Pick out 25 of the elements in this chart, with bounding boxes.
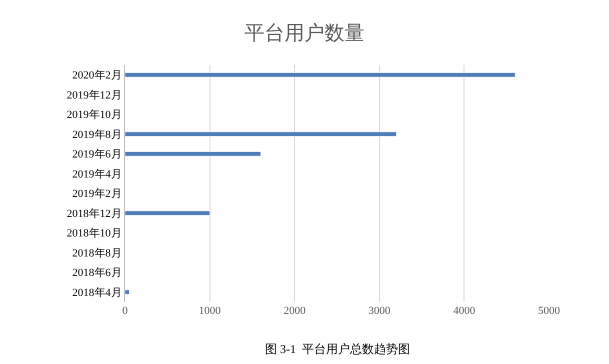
- y-tick-label: 2019年4月: [72, 168, 122, 180]
- y-tick-label: 2019年8月: [72, 128, 122, 141]
- x-tick-label: 0: [122, 305, 128, 317]
- x-tick-label: 2000: [284, 305, 306, 317]
- y-tick-label: 2019年10月: [66, 109, 122, 122]
- x-tick-label: 3000: [368, 305, 391, 317]
- y-tick-label: 2018年12月: [66, 208, 122, 220]
- x-tick-label: 1000: [198, 305, 222, 317]
- x-tick-label: 5000: [538, 305, 560, 317]
- y-tick-label: 2018年8月: [72, 247, 122, 260]
- y-tick-label: 2019年12月: [66, 89, 122, 102]
- y-tick-label: 2019年6月: [72, 148, 122, 161]
- chart-title: 平台用户数量: [244, 22, 364, 44]
- bar: [125, 210, 210, 216]
- bar: [125, 72, 516, 78]
- y-tick-label: 2019年2月: [72, 188, 122, 200]
- x-tick-label: 4000: [453, 305, 476, 317]
- caption: 图 3-1 平台用户总数趋势图: [265, 342, 410, 356]
- y-tick-label: 2018年4月: [72, 286, 122, 299]
- y-tick-label: 2018年10月: [66, 228, 122, 240]
- y-tick-label: 2018年6月: [72, 267, 122, 280]
- bar: [125, 132, 397, 137]
- y-tick-label: 2020年2月: [72, 70, 122, 82]
- bar: [125, 151, 261, 156]
- bar: [125, 290, 130, 295]
